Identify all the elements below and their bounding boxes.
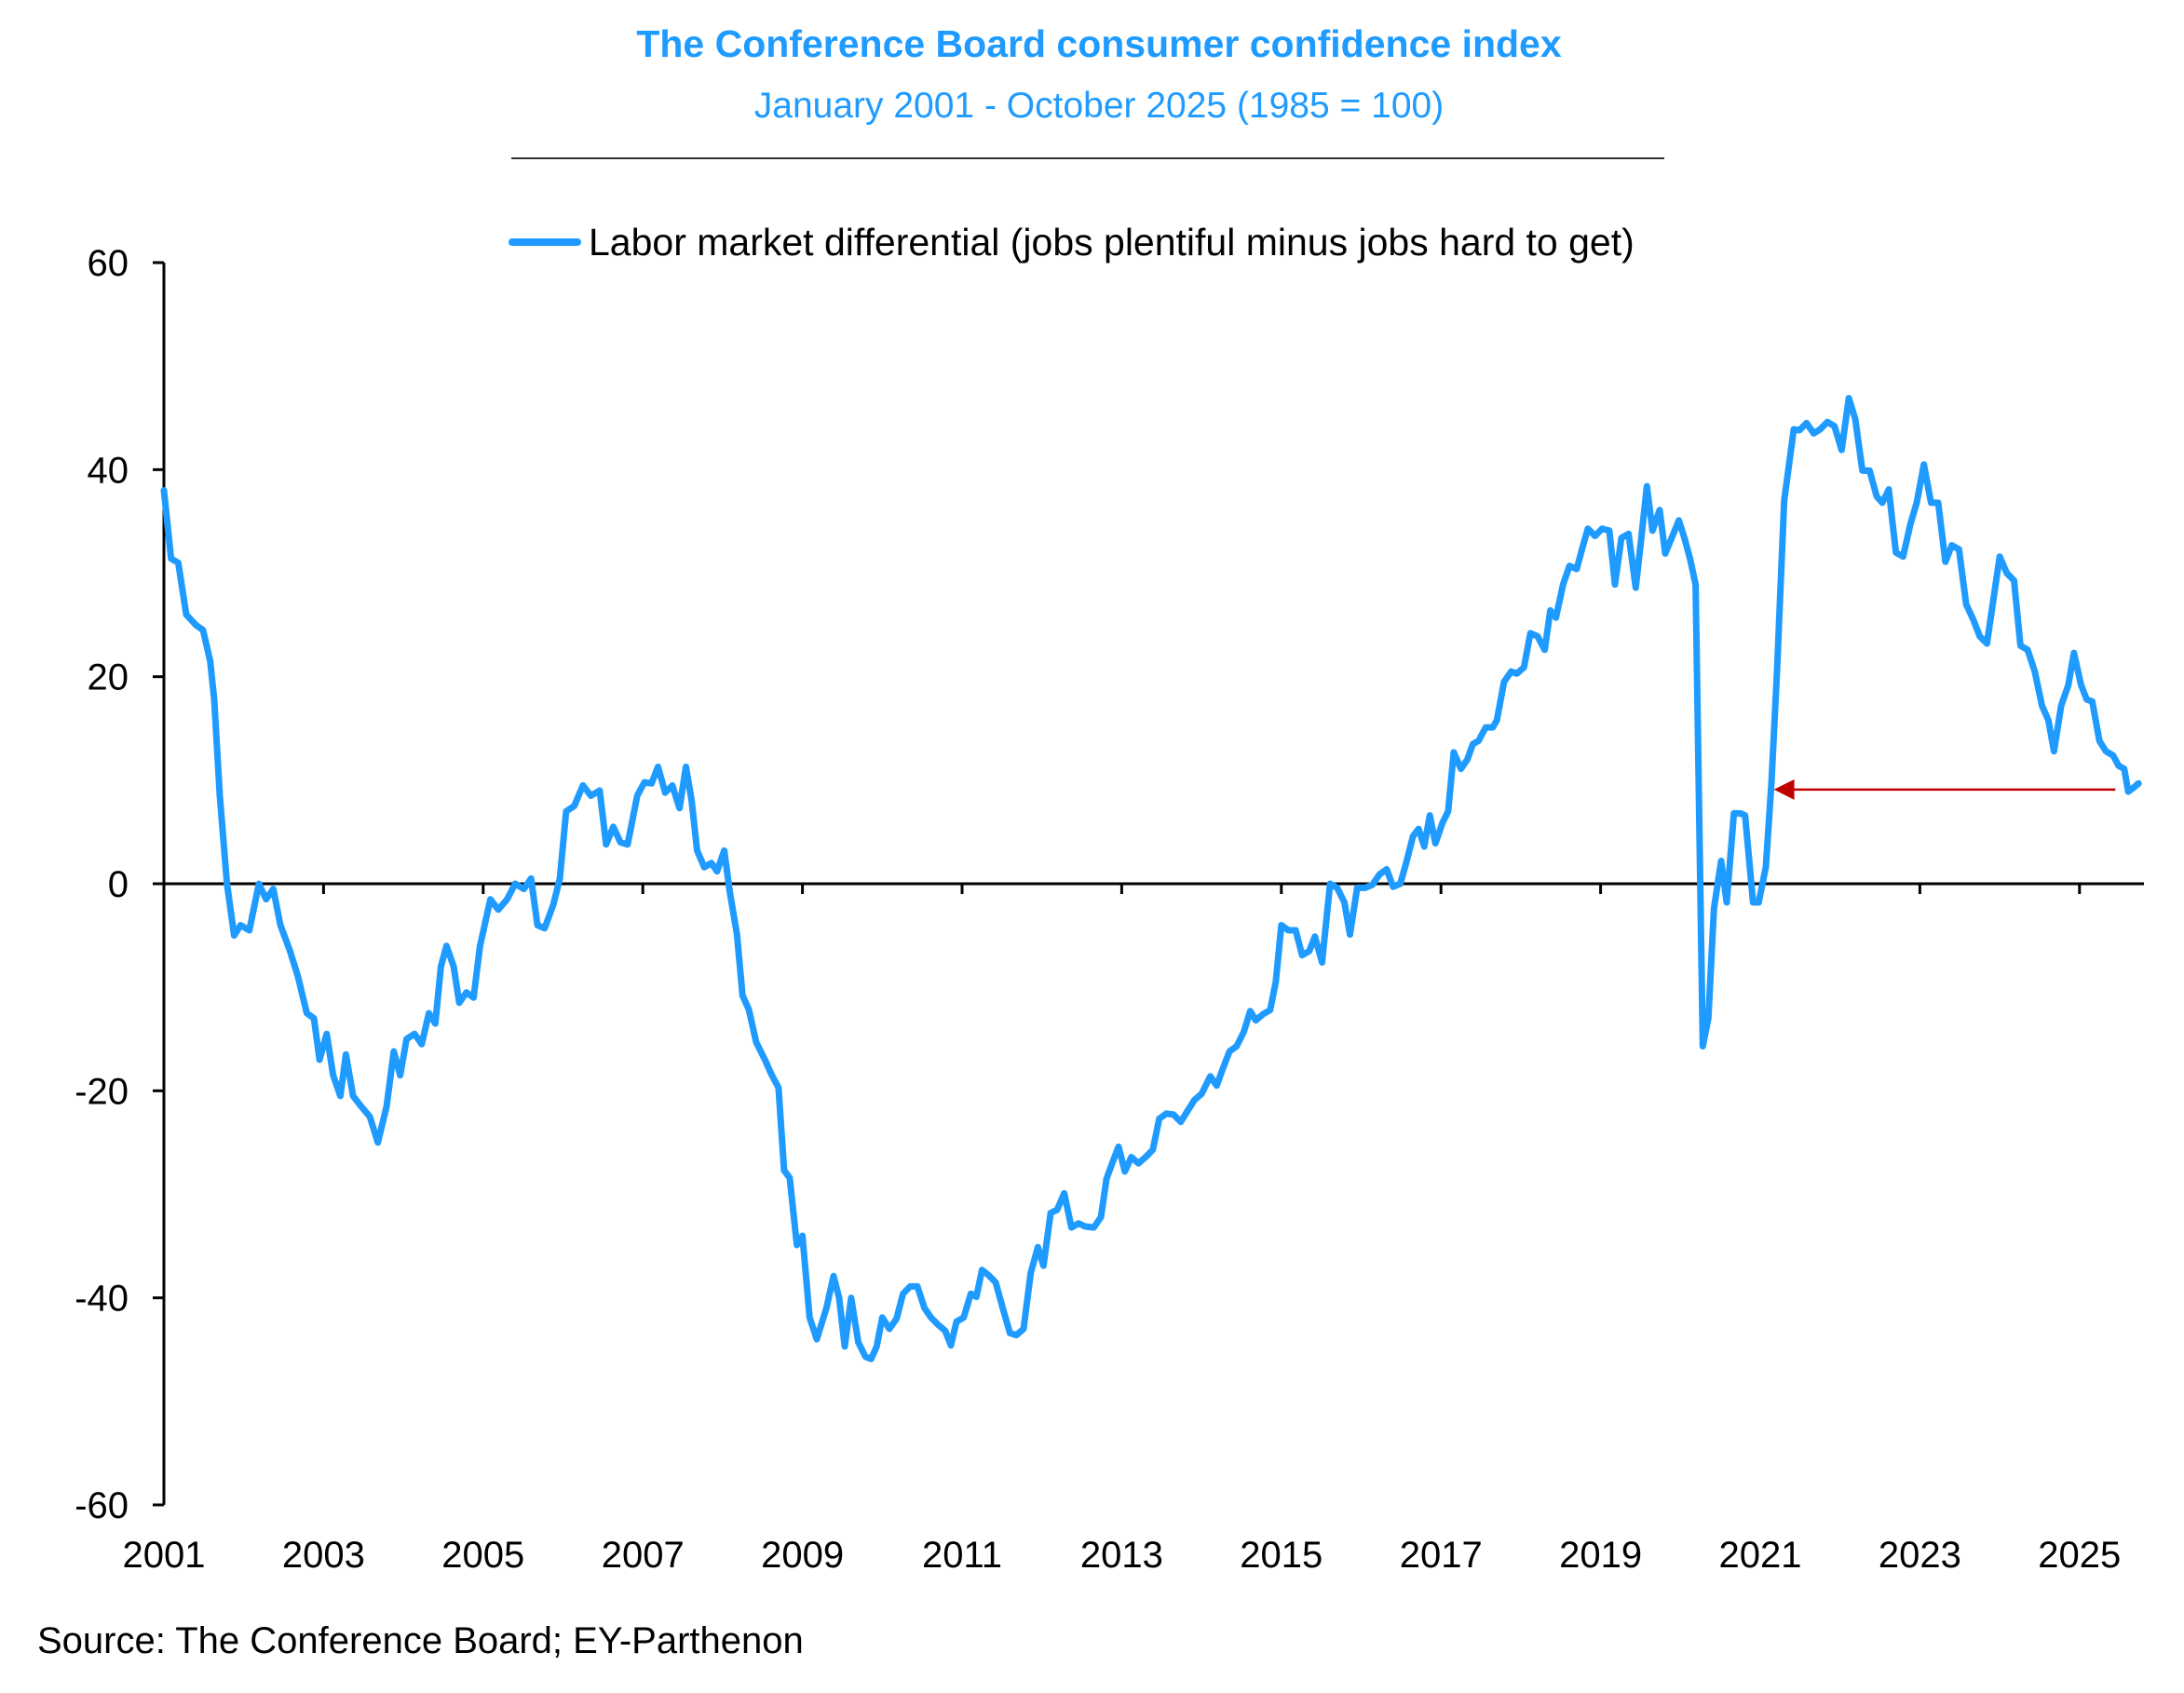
y-tick-label: 20 xyxy=(88,657,129,698)
y-tick-label: 0 xyxy=(108,864,129,905)
y-tick-label: 60 xyxy=(88,243,129,284)
series xyxy=(160,395,2142,1362)
series-line-labor-market-differential xyxy=(160,395,2142,1362)
x-tick-label: 2003 xyxy=(282,1535,365,1576)
y-axis: 60 40 20 0 -20 -40 -60 xyxy=(75,243,166,1526)
y-tick-label: 40 xyxy=(88,450,129,491)
x-tick-label: 2019 xyxy=(1559,1535,1642,1576)
x-tick-label: 2001 xyxy=(123,1535,206,1576)
chart-title: The Conference Board consumer confidence… xyxy=(636,22,1562,65)
y-tick-label: -20 xyxy=(75,1071,129,1112)
x-tick-label: 2015 xyxy=(1240,1535,1323,1576)
x-tick-label: 2023 xyxy=(1879,1535,1961,1576)
title-divider xyxy=(511,157,1664,159)
chart-subtitle: January 2001 - October 2025 (1985 = 100) xyxy=(753,86,1445,126)
x-tick-label: 2013 xyxy=(1080,1535,1163,1576)
x-tick-label: 2007 xyxy=(602,1535,685,1576)
source-note: Source: The Conference Board; EY-Parthen… xyxy=(37,1620,804,1661)
legend-swatch xyxy=(509,238,581,246)
x-tick-label: 2011 xyxy=(922,1535,1002,1576)
y-tick-label: -40 xyxy=(75,1279,129,1320)
x-axis: 2001 2003 2005 2007 2009 2011 2013 2015 2017 2019… xyxy=(123,882,2144,1576)
x-tick-label: 2017 xyxy=(1400,1535,1483,1576)
y-tick-label: -60 xyxy=(75,1485,129,1526)
x-tick-label: 2005 xyxy=(441,1535,524,1576)
annotations xyxy=(1773,779,2116,800)
x-tick-label: 2009 xyxy=(761,1535,844,1576)
legend-label: Labor market differential (jobs plentifu… xyxy=(589,220,1635,264)
x-tick-label: 2021 xyxy=(1719,1535,1802,1576)
x-tick-label: 2025 xyxy=(2038,1535,2121,1576)
annotation-arrowhead-icon xyxy=(1773,779,1795,800)
legend: Labor market differential (jobs plentifu… xyxy=(509,216,1635,268)
